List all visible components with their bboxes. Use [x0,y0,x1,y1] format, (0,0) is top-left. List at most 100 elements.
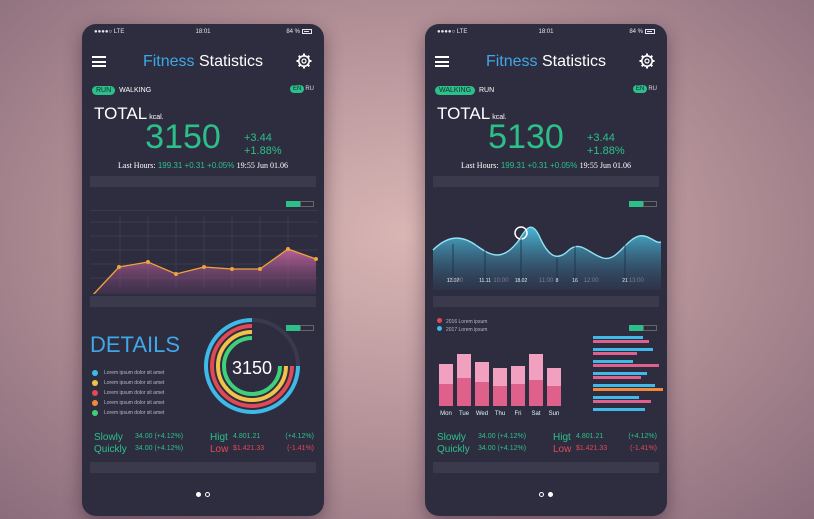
title-statistics: Statistics [199,53,264,70]
low-percent: (-1.41%) [287,445,314,452]
bar [457,378,471,406]
lang-en[interactable]: EN [632,85,648,93]
chart-view-toggle[interactable] [629,194,659,207]
bars-view-toggle[interactable] [629,318,659,331]
gear-icon[interactable] [296,53,312,69]
hamburger-menu-icon[interactable] [92,56,106,67]
hbar [593,352,637,355]
ring-green [222,336,282,396]
activity-rings: 3150 [204,318,300,414]
details-view-toggle[interactable] [286,318,316,331]
hbar [593,360,633,363]
gear-icon[interactable] [639,53,655,69]
low-label: Low [553,444,572,455]
low-label: Low [210,444,229,455]
walking-wave-chart: 12.02 11.11 18.02 8 16 21 [432,226,662,290]
lang-ru[interactable]: RU [648,86,657,92]
bar-day-label: Tue [459,411,470,417]
wave-time: 09:00 [448,278,464,284]
faint-scale-row-bottom [90,296,316,307]
wave-label: 11.11 [479,278,491,284]
toggle-walking-active[interactable]: WALKING [435,86,476,95]
last-hours-v1: 199.31 [157,161,183,170]
language-toggle[interactable]: EN RU [632,85,657,93]
app-header: Fitness Statistics [82,50,324,74]
low-percent: (-1.41%) [630,445,657,452]
bar-day-label: Fri [515,411,522,417]
faint-scale-row-footer [433,462,659,473]
hamburger-menu-icon[interactable] [435,56,449,67]
details-legend: Lorem ipsum dolor sit amet Lorem ipsum d… [92,368,164,418]
bar-day-label: Sun [549,411,560,417]
chart-point [202,265,206,269]
bar [529,380,543,406]
page-dot[interactable] [205,492,210,497]
bar-day-label: Sat [531,411,540,417]
wave-label: 12.02 [447,278,460,284]
page-dot[interactable] [539,492,544,497]
unit-label: kcal. [492,114,507,121]
legend-item: Lorem ipsum dolor sit amet [92,408,164,418]
hbar [593,388,663,391]
battery-icon [645,29,655,34]
hbar [593,348,653,351]
quickly-value: 34.00 (+4.12%) [135,445,184,452]
delta-absolute: +3.44 [244,132,272,144]
battery-status: 84 % [629,29,655,35]
last-hours-time: 19:55 Jun 01.06 [236,161,288,170]
phone-screen-walking: ●●●●○ LTE 18:01 84 % Fitness Statistics … [425,24,667,516]
high-percent: (+4.12%) [285,433,314,440]
page-dot-active[interactable] [548,492,553,497]
ring-value: 3150 [232,358,272,378]
unit-label: kcal. [149,114,164,121]
ring-yellow [216,330,288,402]
lang-en[interactable]: EN [289,85,305,93]
toggle-run-active[interactable]: RUN [92,86,116,95]
quickly-label: Quickly [437,444,470,455]
battery-percent: 84 % [629,29,643,36]
total-calories-value: 5130 [488,118,564,156]
high-percent: (+4.12%) [628,433,657,440]
chart-view-toggle[interactable] [286,194,316,207]
horizontal-bar-chart [593,336,663,411]
wave-label: 8 [556,278,559,284]
battery-status: 84 % [286,29,312,35]
bar [475,382,489,406]
faint-scale-row-top [433,176,659,187]
wave-time: 10:00 [493,278,509,284]
bar-day-label: Thu [495,411,505,417]
title-fitness: Fitness [485,53,538,70]
bar-legend: 2016 Lorem ipsum 2017 Lorem ipsum [437,318,487,334]
chart-point [258,267,262,271]
legend-item: Lorem ipsum dolor sit amet [92,378,164,388]
app-title: Fitness Statistics [82,53,324,71]
last-hours-line: Last Hours: 199.31 +0.31 +0.05% 19:55 Ju… [82,161,324,170]
title-statistics: Statistics [542,53,607,70]
quickly-label: Quickly [94,444,127,455]
language-toggle[interactable]: EN RU [289,85,314,93]
delta-absolute: +3.44 [587,132,615,144]
page-indicator [425,484,667,502]
faint-scale-row-top [90,176,316,187]
battery-percent: 84 % [286,29,300,36]
carrier-signal: ●●●●○ LTE [94,29,125,35]
chart-point [146,260,150,264]
hbar [593,372,647,375]
wave-label: 21 [622,278,628,284]
chart-point [174,272,178,276]
last-hours-v3: +0.05% [550,161,578,170]
slowly-value: 34.00 (+4.12%) [135,433,184,440]
last-hours-line: Last Hours: 199.31 +0.31 +0.05% 19:55 Ju… [425,161,667,170]
toggle-run[interactable]: RUN [478,87,495,94]
page-dot-active[interactable] [196,492,201,497]
page-indicator [82,484,324,502]
wave-label: 18.02 [515,278,528,284]
calories-line-chart [90,210,318,294]
toggle-walking[interactable]: WALKING [119,87,152,94]
stats-summary: Slowly 34.00 (+4.12%) Higt 4.801.21 (+4.… [94,432,314,456]
high-label: Higt [553,432,571,443]
lang-ru[interactable]: RU [305,86,314,92]
hbar [593,376,641,379]
deltas: +3.44 +1.88% [587,132,625,158]
chart-points [117,247,318,276]
